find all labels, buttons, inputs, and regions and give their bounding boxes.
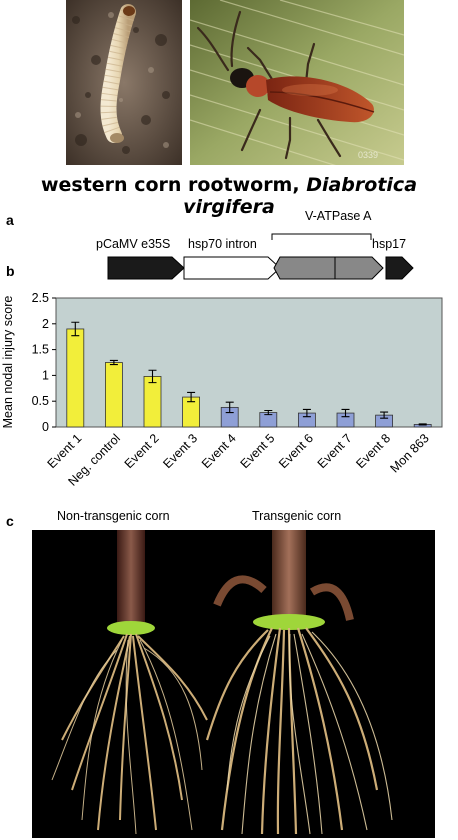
- x-tick-label: Event 5: [238, 431, 278, 471]
- promoter-label: pCaMV e35S: [96, 237, 171, 251]
- x-tick-label: Event 3: [160, 431, 200, 471]
- y-axis-label: Mean nodal injury score: [1, 296, 15, 429]
- y-tick-label: 2: [42, 317, 49, 331]
- gene-arrow-1: [273, 256, 336, 280]
- error-bar: [341, 408, 350, 418]
- bar: [66, 328, 85, 428]
- terminator-label: hsp17: [372, 237, 407, 251]
- x-tick-label: Event 6: [276, 431, 316, 471]
- error-bar: [109, 359, 118, 366]
- intron-arrow: [183, 256, 281, 280]
- error-bar: [264, 409, 273, 416]
- y-tick-label: 0.5: [32, 394, 49, 408]
- bar: [105, 362, 123, 428]
- promoter-arrow: [107, 256, 185, 280]
- x-tick-label: Event 4: [199, 431, 239, 471]
- transgenic-label: Transgenic corn: [252, 509, 342, 523]
- x-tick-label: Mon 863: [388, 431, 432, 475]
- y-tick-label: 2.5: [32, 291, 49, 305]
- y-tick-label: 0: [42, 420, 49, 434]
- panel-c-label: c: [6, 513, 14, 529]
- y-tick-label: 1: [42, 368, 49, 382]
- error-bar: [187, 391, 196, 403]
- bars: [66, 321, 432, 428]
- rootworm-beetle-photo: 0339: [190, 0, 404, 165]
- error-bar: [225, 401, 234, 414]
- error-bar: [380, 411, 389, 419]
- bar: [143, 376, 162, 428]
- rootworm-larva-photo: [66, 0, 182, 165]
- error-bar: [302, 408, 311, 418]
- corn-roots-photo: [32, 530, 435, 838]
- caption-common-name: western corn rootworm,: [40, 174, 307, 196]
- y-tick-label: 1.5: [32, 343, 49, 357]
- caption-species-name: Diabrotica virgifera: [183, 174, 418, 218]
- terminator-arrow: [385, 256, 414, 280]
- x-tick-label: Event 2: [122, 431, 162, 471]
- figure-caption: western corn rootworm, Diabrotica virgif…: [0, 174, 458, 218]
- photo-badge: 0339: [358, 150, 378, 160]
- gene-arrow-2: [334, 256, 384, 280]
- intron-label: hsp70 intron: [188, 237, 257, 251]
- construct-diagram: [107, 233, 414, 280]
- injury-score-chart: Mean nodal injury score 0 0.5 1 1.5 2 2.5 Eve…: [1, 291, 443, 489]
- non-transgenic-label: Non-transgenic corn: [57, 509, 170, 523]
- error-bar: [418, 423, 427, 426]
- gene-bracket: [271, 233, 372, 240]
- error-bar: [148, 369, 157, 384]
- error-bar: [71, 321, 80, 337]
- panel-a-label: a: [6, 212, 14, 228]
- x-tick-label: Event 7: [315, 431, 355, 471]
- gene-label: V-ATPase A: [305, 209, 372, 223]
- y-axis: 0 0.5 1 1.5 2 2.5: [32, 291, 56, 434]
- panel-b-label: b: [6, 263, 15, 279]
